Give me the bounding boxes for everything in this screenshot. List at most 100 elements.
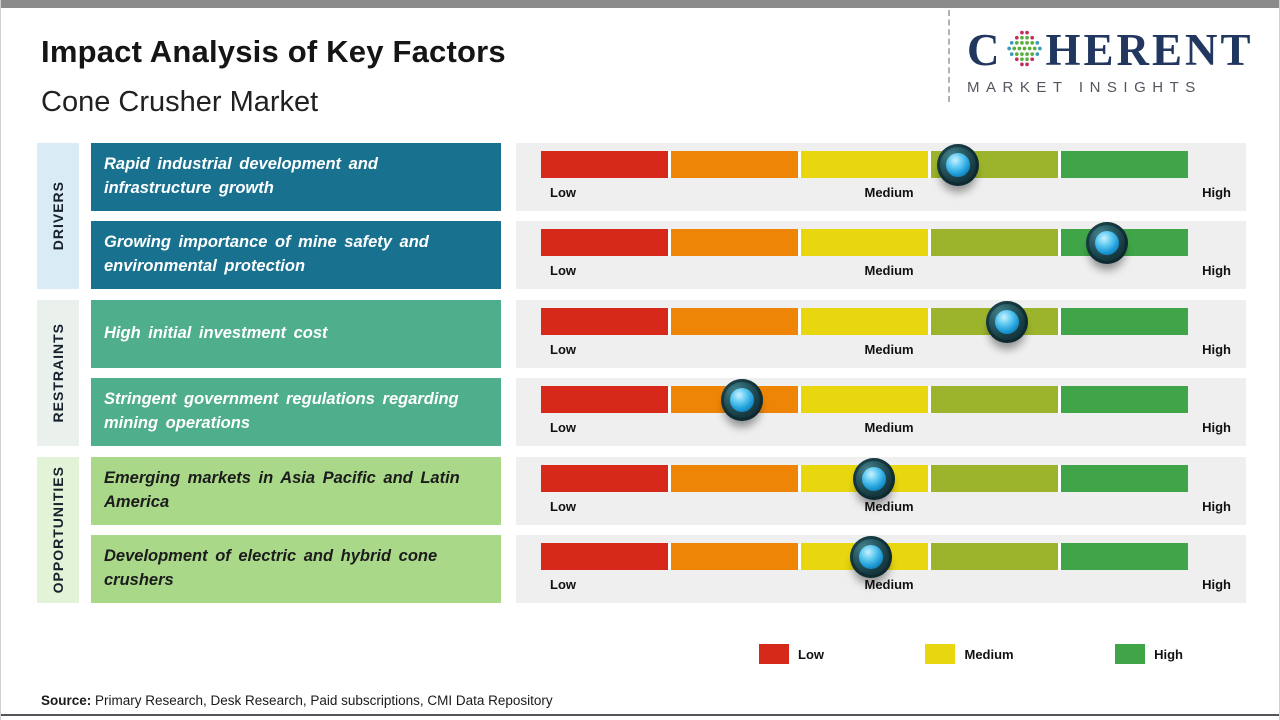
scale-high-label: High [1202, 420, 1231, 435]
factor-card: Growing importance of mine safety and en… [91, 221, 501, 289]
category-label-text: RESTRAINTS [50, 323, 66, 423]
impact-marker [985, 300, 1028, 343]
factor-row: Rapid industrial development and infrast… [91, 143, 1246, 211]
impact-bar-segment [1061, 465, 1188, 492]
factor-text: Emerging markets in Asia Pacific and Lat… [104, 469, 460, 511]
impact-bar-segment [801, 386, 928, 413]
impact-bar-segment [931, 465, 1058, 492]
legend-label-low: Low [798, 646, 824, 662]
impact-bar-segment [671, 308, 798, 335]
factor-text: Development of electric and hybrid cone … [104, 547, 438, 589]
scale-medium-label: Medium [864, 499, 914, 514]
factor-card: Rapid industrial development and infrast… [91, 143, 501, 211]
impact-bar [541, 300, 1188, 343]
source-line: Source: Primary Research, Desk Research,… [41, 693, 553, 708]
legend: Low Medium High [759, 644, 1183, 664]
legend-swatch-medium [925, 644, 956, 664]
impact-bar-segment [541, 308, 668, 335]
scale-labels: Low Medium High [550, 577, 1231, 592]
impact-bar-segment [541, 386, 668, 413]
impact-bar-segments [541, 151, 1188, 178]
impact-scale-panel: Low Medium High [516, 535, 1246, 603]
impact-bar [541, 143, 1188, 186]
factor-text: High initial investment cost [104, 324, 328, 343]
logo-letters-rest: HERENT [1045, 25, 1254, 75]
factor-text: Growing importance of mine safety and en… [104, 233, 429, 275]
factor-row: Emerging markets in Asia Pacific and Lat… [91, 457, 1246, 525]
factor-row: Development of electric and hybrid cone … [91, 535, 1246, 603]
scale-medium-label: Medium [864, 263, 914, 278]
impact-bar [541, 457, 1188, 500]
impact-marker [849, 535, 892, 578]
impact-bar-segment [541, 465, 668, 492]
globe-icon [1006, 30, 1042, 67]
top-gray-bar [1, 0, 1279, 8]
factor-card: Stringent government regulations regardi… [91, 378, 501, 446]
impact-bar-segments [541, 465, 1188, 492]
legend-label-high: High [1154, 646, 1183, 662]
impact-bar [541, 221, 1188, 264]
impact-bar-segment [931, 229, 1058, 256]
factor-card: High initial investment cost [91, 300, 501, 368]
impact-bar-segment [1061, 151, 1188, 178]
legend-item-high: High [1115, 644, 1183, 664]
impact-bar-segment [931, 543, 1058, 570]
impact-bar-segment [1061, 386, 1188, 413]
factor-card: Emerging markets in Asia Pacific and Lat… [91, 457, 501, 525]
category-label-drivers: DRIVERS [37, 143, 79, 289]
logo-tagline: MARKET INSIGHTS [967, 79, 1202, 96]
factor-text: Stringent government regulations regardi… [104, 390, 459, 432]
impact-bar-segment [1061, 543, 1188, 570]
impact-bar-segments [541, 386, 1188, 413]
factor-row: Stringent government regulations regardi… [91, 378, 1246, 446]
scale-high-label: High [1202, 499, 1231, 514]
scale-high-label: High [1202, 263, 1231, 278]
scale-labels: Low Medium High [550, 420, 1231, 435]
impact-scale-panel: Low Medium High [516, 378, 1246, 446]
category-label-text: DRIVERS [50, 181, 66, 251]
scale-medium-label: Medium [864, 342, 914, 357]
group-restraints: RESTRAINTS High initial investment cost … [37, 300, 1246, 446]
logo-letter-c: C [967, 25, 1003, 75]
scale-labels: Low Medium High [550, 499, 1231, 514]
scale-labels: Low Medium High [550, 185, 1231, 200]
scale-low-label: Low [550, 342, 576, 357]
impact-scale-panel: Low Medium High [516, 221, 1246, 289]
coherent-logo: C HERENT MARKET INSIGHTS [967, 28, 1263, 97]
scale-high-label: High [1202, 185, 1231, 200]
factor-row: Growing importance of mine safety and en… [91, 221, 1246, 289]
scale-low-label: Low [550, 420, 576, 435]
impact-bar-segment [801, 229, 928, 256]
impact-bar-segment [1061, 308, 1188, 335]
impact-bar-segment [671, 543, 798, 570]
factor-card: Development of electric and hybrid cone … [91, 535, 501, 603]
impact-marker [853, 457, 896, 500]
scale-low-label: Low [550, 263, 576, 278]
logo-wordmark: C HERENT [967, 28, 1263, 73]
scale-low-label: Low [550, 577, 576, 592]
impact-bar-segment [931, 386, 1058, 413]
legend-item-low: Low [759, 644, 824, 664]
impact-bar-segment [671, 229, 798, 256]
page-title: Impact Analysis of Key Factors [41, 34, 506, 69]
page-subtitle: Cone Crusher Market [41, 86, 319, 118]
scale-labels: Low Medium High [550, 263, 1231, 278]
group-drivers: DRIVERS Rapid industrial development and… [37, 143, 1246, 289]
impact-bar [541, 535, 1188, 578]
impact-bar-segment [801, 151, 928, 178]
scale-high-label: High [1202, 577, 1231, 592]
impact-bar [541, 378, 1188, 421]
impact-scale-panel: Low Medium High [516, 457, 1246, 525]
logo-divider [948, 10, 950, 102]
impact-bar-segment [801, 308, 928, 335]
category-label-text: OPPORTUNITIES [50, 466, 66, 594]
legend-swatch-high [1115, 644, 1146, 664]
impact-marker [1086, 221, 1129, 264]
bottom-rule [1, 714, 1279, 716]
impact-bar-segment [671, 151, 798, 178]
legend-item-medium: Medium [925, 644, 1014, 664]
scale-medium-label: Medium [864, 185, 914, 200]
impact-analysis-grid: DRIVERS Rapid industrial development and… [37, 143, 1246, 614]
impact-bar-segment [671, 465, 798, 492]
